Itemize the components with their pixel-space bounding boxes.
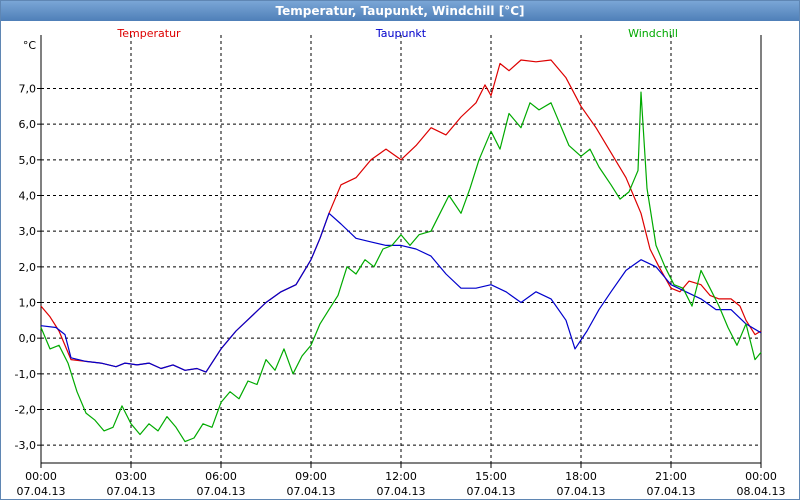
x-tick-date: 07.04.13	[287, 485, 336, 498]
x-tick-date: 07.04.13	[197, 485, 246, 498]
x-tick-time: 06:00	[205, 470, 237, 483]
y-tick-label: 7,0	[19, 83, 37, 96]
legend-windchill: Windchill	[628, 27, 678, 40]
y-tick-label: 5,0	[19, 154, 37, 167]
series-line-windchill	[40, 91, 762, 443]
y-tick-label: 4,0	[19, 190, 37, 203]
x-tick-date: 07.04.13	[647, 485, 696, 498]
series-line-taupunkt	[40, 212, 762, 373]
y-tick-label: 6,0	[19, 118, 37, 131]
plot-area	[41, 35, 761, 463]
x-tick-time: 12:00	[385, 470, 417, 483]
y-unit-label: °C	[23, 39, 37, 52]
x-tick-time: 18:00	[565, 470, 597, 483]
y-tick-label: -3,0	[15, 439, 36, 452]
x-tick-date: 07.04.13	[17, 485, 66, 498]
x-tick-date: 08.04.13	[737, 485, 786, 498]
x-tick-date: 07.04.13	[377, 485, 426, 498]
legend-taupunkt: Taupunkt	[375, 27, 427, 40]
x-tick-time: 00:00	[25, 470, 57, 483]
legend-temperatur: Temperatur	[116, 27, 181, 40]
x-tick-date: 07.04.13	[467, 485, 516, 498]
x-tick-time: 15:00	[475, 470, 507, 483]
y-tick-label: -2,0	[15, 404, 36, 417]
x-tick-time: 00:00	[745, 470, 777, 483]
x-tick-time: 09:00	[295, 470, 327, 483]
y-tick-label: 1,0	[19, 297, 37, 310]
y-tick-label: 3,0	[19, 225, 37, 238]
x-tick-time: 03:00	[115, 470, 147, 483]
x-tick-date: 07.04.13	[107, 485, 156, 498]
y-tick-label: 2,0	[19, 261, 37, 274]
y-tick-label: 0,0	[19, 332, 37, 345]
y-tick-label: -1,0	[15, 368, 36, 381]
x-tick-time: 21:00	[655, 470, 687, 483]
window-title: Temperatur, Taupunkt, Windchill [°C]	[1, 1, 799, 21]
x-tick-date: 07.04.13	[557, 485, 606, 498]
